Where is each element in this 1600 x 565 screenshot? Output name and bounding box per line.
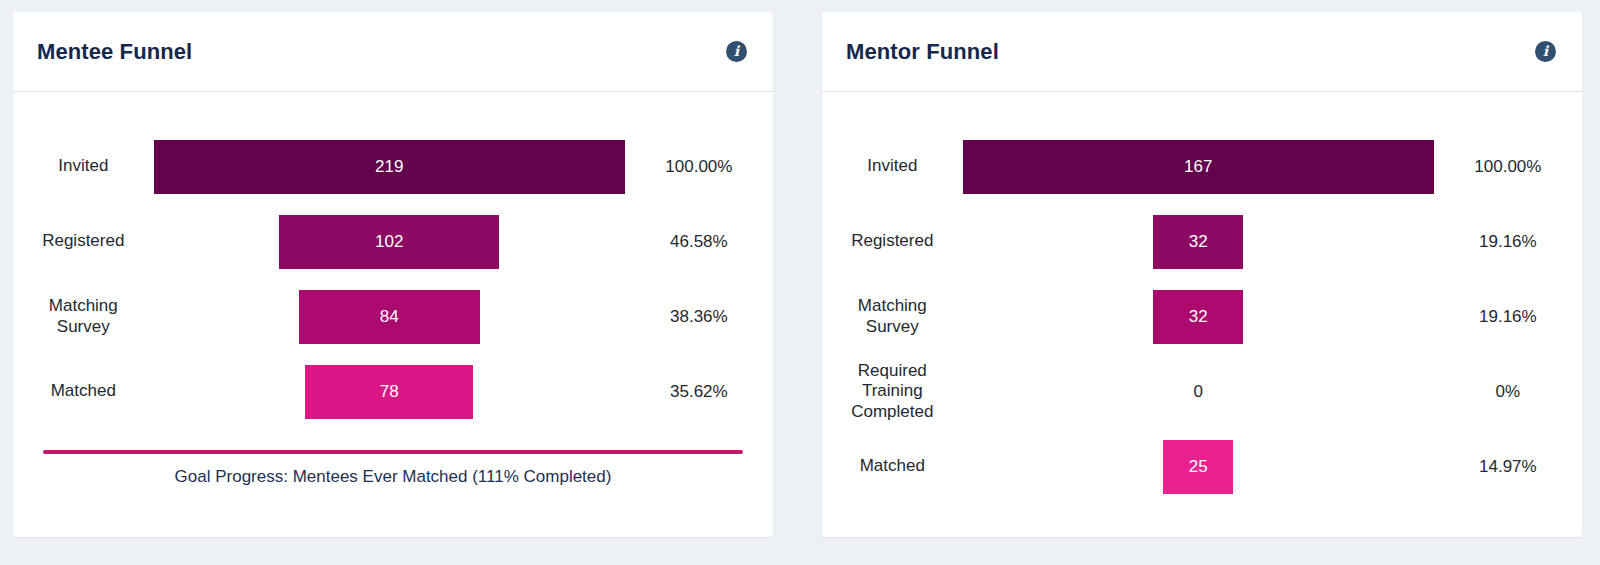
goal-progress-line xyxy=(43,450,743,454)
goal-progress-text: Goal Progress: Mentees Ever Matched (111… xyxy=(43,467,743,487)
bar-value: 0 xyxy=(1193,382,1202,402)
funnel-bar[interactable]: 84 xyxy=(299,290,480,344)
funnel-row: Registered 102 46.58% xyxy=(13,204,773,279)
funnel-row: Matched 78 35.62% xyxy=(13,354,773,429)
funnel-chart: Invited 167 100.00% Registered 32 19.16% xyxy=(822,92,1582,504)
row-label: Registered xyxy=(822,231,963,251)
mentee-funnel-card: Mentee Funnel i Invited 219 100.00% Regi… xyxy=(13,12,773,537)
bar-track: 78 xyxy=(154,354,625,429)
row-percent: 100.00% xyxy=(625,157,773,177)
funnel-bar[interactable]: 32 xyxy=(1153,290,1243,344)
card-title: Mentor Funnel xyxy=(846,39,999,65)
row-percent: 0% xyxy=(1434,382,1582,402)
bar-value: 25 xyxy=(1189,457,1208,477)
funnel-bar[interactable]: 25 xyxy=(1163,440,1234,494)
row-percent: 19.16% xyxy=(1434,307,1582,327)
info-icon[interactable]: i xyxy=(1535,41,1556,62)
goal-progress: Goal Progress: Mentees Ever Matched (111… xyxy=(13,450,773,487)
bar-value: 78 xyxy=(380,382,399,402)
row-percent: 38.36% xyxy=(625,307,773,327)
funnel-bar[interactable]: 219 xyxy=(154,140,625,194)
card-header: Mentor Funnel i xyxy=(822,12,1582,92)
row-percent: 100.00% xyxy=(1434,157,1582,177)
bar-value: 219 xyxy=(375,157,403,177)
funnel-row: Registered 32 19.16% xyxy=(822,204,1582,279)
row-percent: 35.62% xyxy=(625,382,773,402)
funnel-bar[interactable]: 32 xyxy=(1153,215,1243,269)
row-label: Registered xyxy=(13,231,154,251)
row-label: Required Training Completed xyxy=(822,361,963,422)
funnel-row: Matching Survey 84 38.36% xyxy=(13,279,773,354)
row-percent: 14.97% xyxy=(1434,457,1582,477)
bar-track: 32 xyxy=(963,279,1434,354)
bar-value: 102 xyxy=(375,232,403,252)
funnel-row: Required Training Completed 0 0% xyxy=(822,354,1582,429)
funnel-row: Matched 25 14.97% xyxy=(822,429,1582,504)
bar-value: 167 xyxy=(1184,157,1212,177)
funnel-bar[interactable]: 167 xyxy=(963,140,1434,194)
bar-value: 32 xyxy=(1189,232,1208,252)
funnel-row: Matching Survey 32 19.16% xyxy=(822,279,1582,354)
row-label: Matching Survey xyxy=(13,296,154,337)
card-header: Mentee Funnel i xyxy=(13,12,773,92)
mentor-funnel-card: Mentor Funnel i Invited 167 100.00% Regi… xyxy=(822,12,1582,537)
bar-track: 25 xyxy=(963,429,1434,504)
bar-value: 84 xyxy=(380,307,399,327)
card-title: Mentee Funnel xyxy=(37,39,192,65)
funnel-chart: Invited 219 100.00% Registered 102 46.58… xyxy=(13,92,773,487)
row-label: Matched xyxy=(13,381,154,401)
funnel-bar[interactable]: 78 xyxy=(305,365,473,419)
bar-track: 219 xyxy=(154,129,625,204)
row-percent: 19.16% xyxy=(1434,232,1582,252)
bar-track: 102 xyxy=(154,204,625,279)
row-label: Invited xyxy=(13,156,154,176)
bar-track: 0 xyxy=(963,354,1434,429)
funnel-bar[interactable]: 102 xyxy=(279,215,498,269)
funnel-row: Invited 219 100.00% xyxy=(13,129,773,204)
row-percent: 46.58% xyxy=(625,232,773,252)
info-icon[interactable]: i xyxy=(726,41,747,62)
bar-track: 32 xyxy=(963,204,1434,279)
row-label: Matching Survey xyxy=(822,296,963,337)
row-label: Matched xyxy=(822,456,963,476)
dashboard-board: Mentee Funnel i Invited 219 100.00% Regi… xyxy=(0,0,1600,537)
bar-value: 32 xyxy=(1189,307,1208,327)
bar-track: 84 xyxy=(154,279,625,354)
funnel-row: Invited 167 100.00% xyxy=(822,129,1582,204)
row-label: Invited xyxy=(822,156,963,176)
bar-track: 167 xyxy=(963,129,1434,204)
funnel-bar[interactable]: 0 xyxy=(1193,365,1202,419)
